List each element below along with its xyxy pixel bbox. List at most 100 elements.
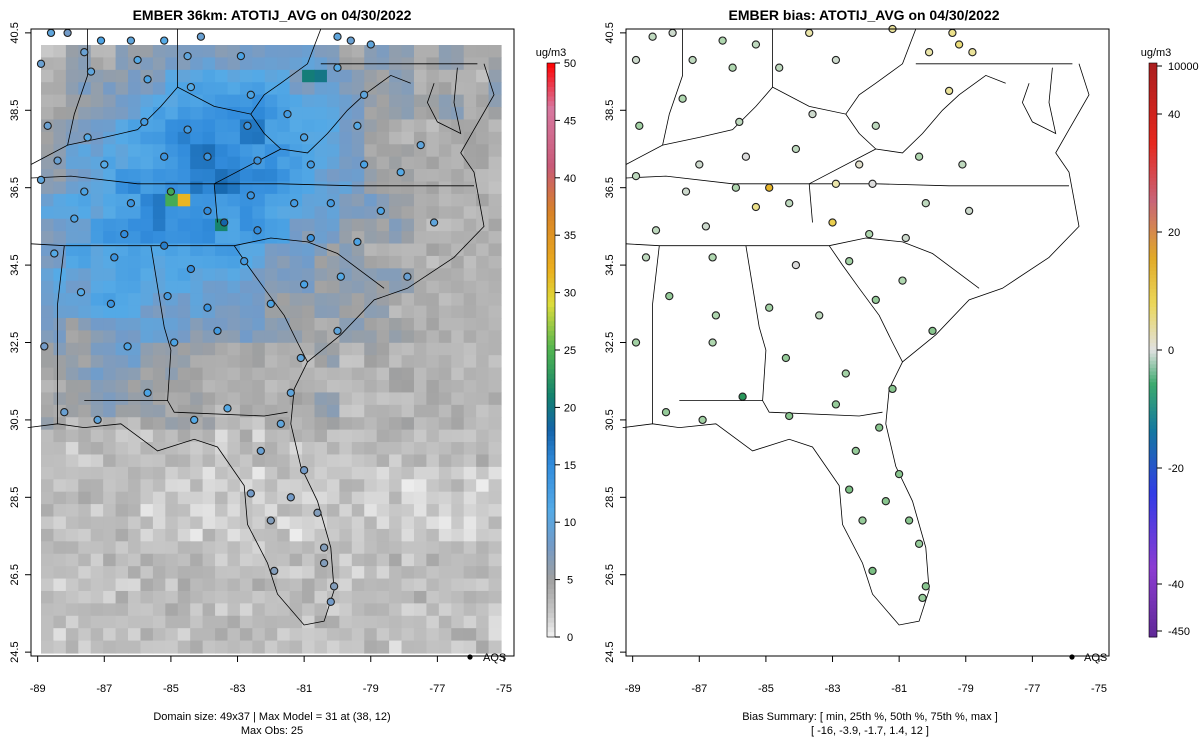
grid-cell — [65, 454, 79, 468]
grid-cell — [53, 603, 67, 617]
grid-cell — [103, 590, 117, 604]
grid-cell — [476, 479, 490, 493]
grid-cell — [488, 317, 502, 331]
grid-cell — [177, 268, 191, 282]
grid-cell — [165, 454, 179, 468]
grid-cell — [364, 355, 378, 369]
grid-cell — [426, 255, 440, 269]
station-marker — [329, 582, 339, 591]
station-marker — [246, 489, 255, 498]
colorbar-segment — [547, 173, 555, 179]
colorbar-segment — [1149, 328, 1157, 333]
colorbar-segment — [547, 546, 555, 552]
grid-cell — [302, 342, 316, 356]
grid-cell — [152, 193, 166, 207]
colorbar-segment — [547, 431, 555, 437]
grid-cell — [413, 342, 427, 356]
grid-cell — [451, 380, 465, 394]
grid-cell — [326, 454, 340, 468]
legend-marker-aqs-bias — [1069, 654, 1075, 660]
grid-cell — [53, 280, 67, 294]
grid-cell — [488, 479, 502, 493]
colorbar-segment — [1149, 235, 1157, 240]
y-tick-label: 28.5 — [604, 487, 616, 508]
grid-cell — [326, 466, 340, 480]
station-bias-marker — [968, 48, 977, 57]
station-marker — [203, 303, 212, 312]
grid-cell — [351, 45, 365, 59]
grid-cell — [103, 169, 117, 183]
grid-cell — [314, 169, 328, 183]
grid-cell — [90, 404, 104, 418]
grid-cell — [277, 491, 291, 505]
colorbar-segment — [1149, 134, 1157, 139]
grid-cell — [326, 541, 340, 555]
grid-cell — [65, 243, 79, 257]
grid-cell — [488, 131, 502, 145]
state-border — [30, 28, 322, 165]
grid-cell — [78, 454, 92, 468]
colorbar-segment — [1149, 195, 1157, 200]
grid-cell — [227, 342, 241, 356]
grid-cell — [314, 243, 328, 257]
colorbar-segment — [547, 407, 555, 413]
colorbar-segment — [547, 192, 555, 198]
colorbar-segment — [1149, 253, 1157, 258]
station-marker — [359, 160, 369, 169]
grid-cell — [264, 243, 278, 257]
grid-cell — [488, 615, 502, 629]
colorbar-segment — [1149, 568, 1157, 573]
grid-cell — [488, 305, 502, 319]
colorbar-segment — [547, 507, 555, 514]
grid-cell — [438, 442, 452, 456]
grid-cell — [339, 193, 353, 207]
colorbar-segment — [547, 249, 555, 255]
grid-cell — [488, 107, 502, 121]
grid-cell — [115, 392, 129, 406]
grid-cell — [488, 280, 502, 294]
grid-cell — [128, 144, 142, 158]
grid-cell — [252, 404, 266, 418]
grid-cell — [239, 280, 253, 294]
grid-cell — [426, 516, 440, 530]
grid-cell — [65, 119, 79, 133]
grid-cell — [165, 94, 179, 108]
grid-cell — [78, 553, 92, 567]
grid-cell — [326, 280, 340, 294]
station-bias-marker — [904, 516, 914, 525]
grid-cell — [413, 330, 427, 344]
grid-cell — [438, 640, 452, 654]
grid-cell — [103, 578, 117, 592]
grid-cell — [426, 590, 440, 604]
grid-cell — [426, 293, 440, 307]
grid-cell — [277, 268, 291, 282]
grid-cell — [289, 206, 303, 220]
grid-cell — [463, 628, 477, 642]
station-marker — [359, 90, 369, 99]
grid-cell — [115, 442, 129, 456]
grid-cell — [165, 367, 179, 381]
grid-cell — [128, 94, 142, 108]
grid-cell — [476, 57, 490, 71]
station-marker — [80, 48, 89, 57]
station-marker — [333, 63, 342, 72]
grid-cell — [364, 131, 378, 145]
grid-cell — [302, 578, 316, 592]
grid-cell — [289, 578, 303, 592]
station-marker — [333, 32, 342, 41]
grid-cell — [78, 305, 92, 319]
grid-cell — [41, 528, 55, 542]
grid-cell — [376, 553, 390, 567]
grid-cell — [202, 317, 216, 331]
grid-cell — [376, 429, 390, 443]
grid-cell — [277, 516, 291, 530]
grid-cell — [227, 615, 241, 629]
station-marker — [36, 175, 46, 185]
station-bias-marker — [668, 28, 677, 38]
grid-cell — [463, 392, 477, 406]
grid-cell — [364, 442, 378, 456]
grid-cell — [115, 255, 129, 269]
grid-cell — [476, 255, 490, 269]
grid-cell — [277, 504, 291, 518]
colorbar-segment — [1149, 310, 1157, 315]
